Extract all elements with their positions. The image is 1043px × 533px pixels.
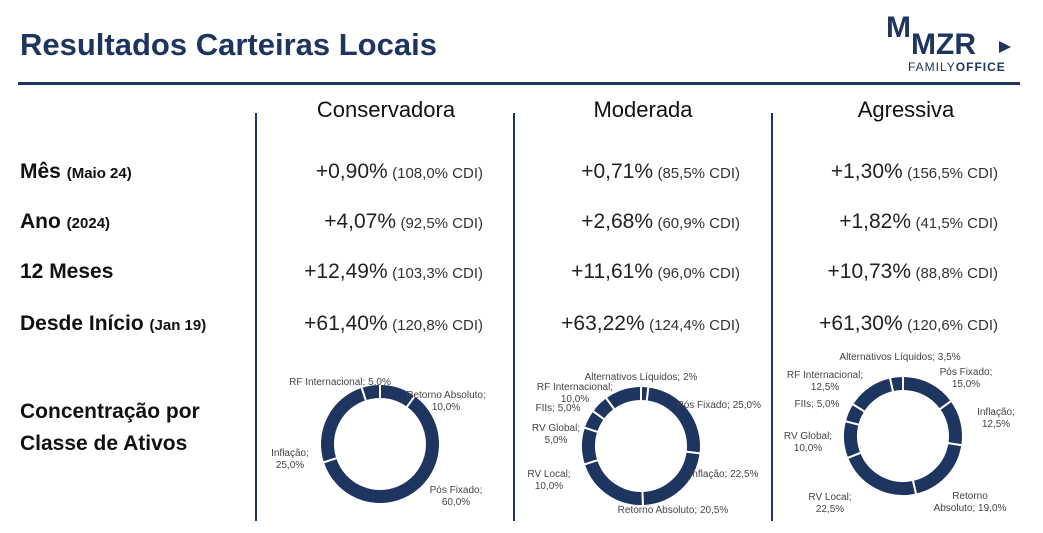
result-cell: +61,40% (120,8% CDI) [304,312,483,336]
slice-label: Pós Fixado; 15,0% [939,367,993,390]
row-label-sub: (Maio 24) [66,165,132,182]
concentration-label: Concentração por Classe de Ativos [20,400,200,455]
slice-label: RV Global; 5,0% [531,423,581,446]
column-separator [255,113,257,521]
return-cdi: (103,3% CDI) [392,265,483,282]
return-cdi: (120,8% CDI) [392,317,483,334]
column-separator [771,113,773,521]
row-label-main: Desde Início [20,312,144,335]
slice-label: FIIs; 5,0% [535,403,581,414]
slice-label: RV Local; 10,0% [527,469,571,492]
slice-label: RF Internacional; 5,0% [289,377,391,388]
return-cdi: (120,6% CDI) [907,317,998,334]
row-label-main: Mês [20,160,61,183]
return-pct: +0,90% [315,160,388,183]
donut-slice [582,458,644,507]
donut-slice [319,385,368,464]
row-label: Desde Início (Jan 19) [20,312,206,336]
row-label: Mês (Maio 24) [20,160,132,184]
return-pct: +10,73% [827,260,912,283]
slice-label: Alternativos Líquidos; 3,5% [839,352,961,363]
logo-sub: FAMILYOFFICE [908,60,1006,74]
slice-label: RF Internacional; 12,5% [786,370,864,393]
result-cell: +0,90% (108,0% CDI) [316,160,483,184]
return-pct: +61,40% [304,312,388,335]
return-cdi: (41,5% CDI) [915,215,998,232]
logo-name: MZR [911,28,976,61]
slice-label: Pós Fixado; 60,0% [429,485,483,508]
return-cdi: (92,5% CDI) [400,215,483,232]
return-pct: +12,49% [304,260,388,283]
slice-label: Retorno Absoluto; 20,5% [617,505,729,516]
donut-slice [845,451,918,497]
column-header: Agressiva [857,97,955,122]
slice-label: Alternativos Líquidos; 2% [584,372,698,383]
donut-slice [911,441,964,496]
result-cell: +1,82% (41,5% CDI) [839,210,998,234]
row-label-main: 12 Meses [20,260,114,283]
result-cell: +1,30% (156,5% CDI) [831,160,998,184]
result-cell: +11,61% (96,0% CDI) [571,260,740,284]
row-label: 12 Meses [20,260,113,284]
donut-slice [888,374,904,394]
donut-slice [842,419,863,460]
return-cdi: (85,5% CDI) [657,165,740,182]
return-pct: +4,07% [324,210,397,233]
result-cell: +61,30% (120,6% CDI) [819,312,998,336]
donut-slice [938,399,964,447]
slice-label: RV Global; 10,0% [783,431,833,454]
slice-label: Inflação; 12,5% [977,407,1015,430]
result-cell: +63,22% (124,4% CDI) [561,312,740,336]
return-cdi: (88,8% CDI) [915,265,998,282]
column-separator [513,113,515,521]
title: Resultados Carteiras Locais [20,27,437,62]
column-header: Moderada [593,97,693,122]
result-cell: +0,71% (85,5% CDI) [581,160,740,184]
return-cdi: (108,0% CDI) [392,165,483,182]
return-pct: +1,30% [830,160,903,183]
slice-label: Pós Fixado; 25,0% [677,400,761,411]
result-cell: +2,68% (60,9% CDI) [581,210,740,234]
return-pct: +61,30% [819,312,903,335]
slice-label: Retorno Absoluto; 19,0% [933,491,1007,514]
row-label-sub: (Jan 19) [149,317,207,334]
slice-label: RF Internacional; 10,0% [536,382,614,405]
donut-slice [645,385,702,455]
logo-mark: M [886,11,911,44]
return-cdi: (124,4% CDI) [649,317,740,334]
return-pct: +0,71% [581,160,654,183]
return-pct: +2,68% [581,210,654,233]
slice-label: RV Local; 22,5% [808,492,852,515]
donut-slice [604,384,642,411]
return-cdi: (96,0% CDI) [657,265,740,282]
logo-family: FAMILY [908,60,956,74]
return-cdi: (60,9% CDI) [657,215,740,232]
column-header: Conservadora [316,97,456,122]
slice-label: Inflação; 25,0% [271,448,309,471]
donut-slice [360,382,381,403]
row-label-sub: (2024) [66,215,111,232]
logo-office: OFFICE [955,60,1006,74]
donut-slice [580,426,600,466]
donut-slice [321,394,441,505]
return-cdi: (156,5% CDI) [907,165,998,182]
result-cell: +12,49% (103,3% CDI) [304,260,483,284]
return-pct: +63,22% [561,312,645,335]
result-cell: +4,07% (92,5% CDI) [324,210,483,234]
result-cell: +10,73% (88,8% CDI) [828,260,998,284]
slice-label: FIIs; 5,0% [794,399,840,410]
return-pct: +11,61% [571,260,654,283]
row-label: Ano (2024) [20,210,110,234]
row-label-main: Ano [20,210,61,233]
divider [18,82,1020,85]
slice-label: Retorno Absoluto; 10,0% [406,390,486,413]
slice-label: Inflação; 22,5% [689,469,759,480]
return-pct: +1,82% [839,210,912,233]
